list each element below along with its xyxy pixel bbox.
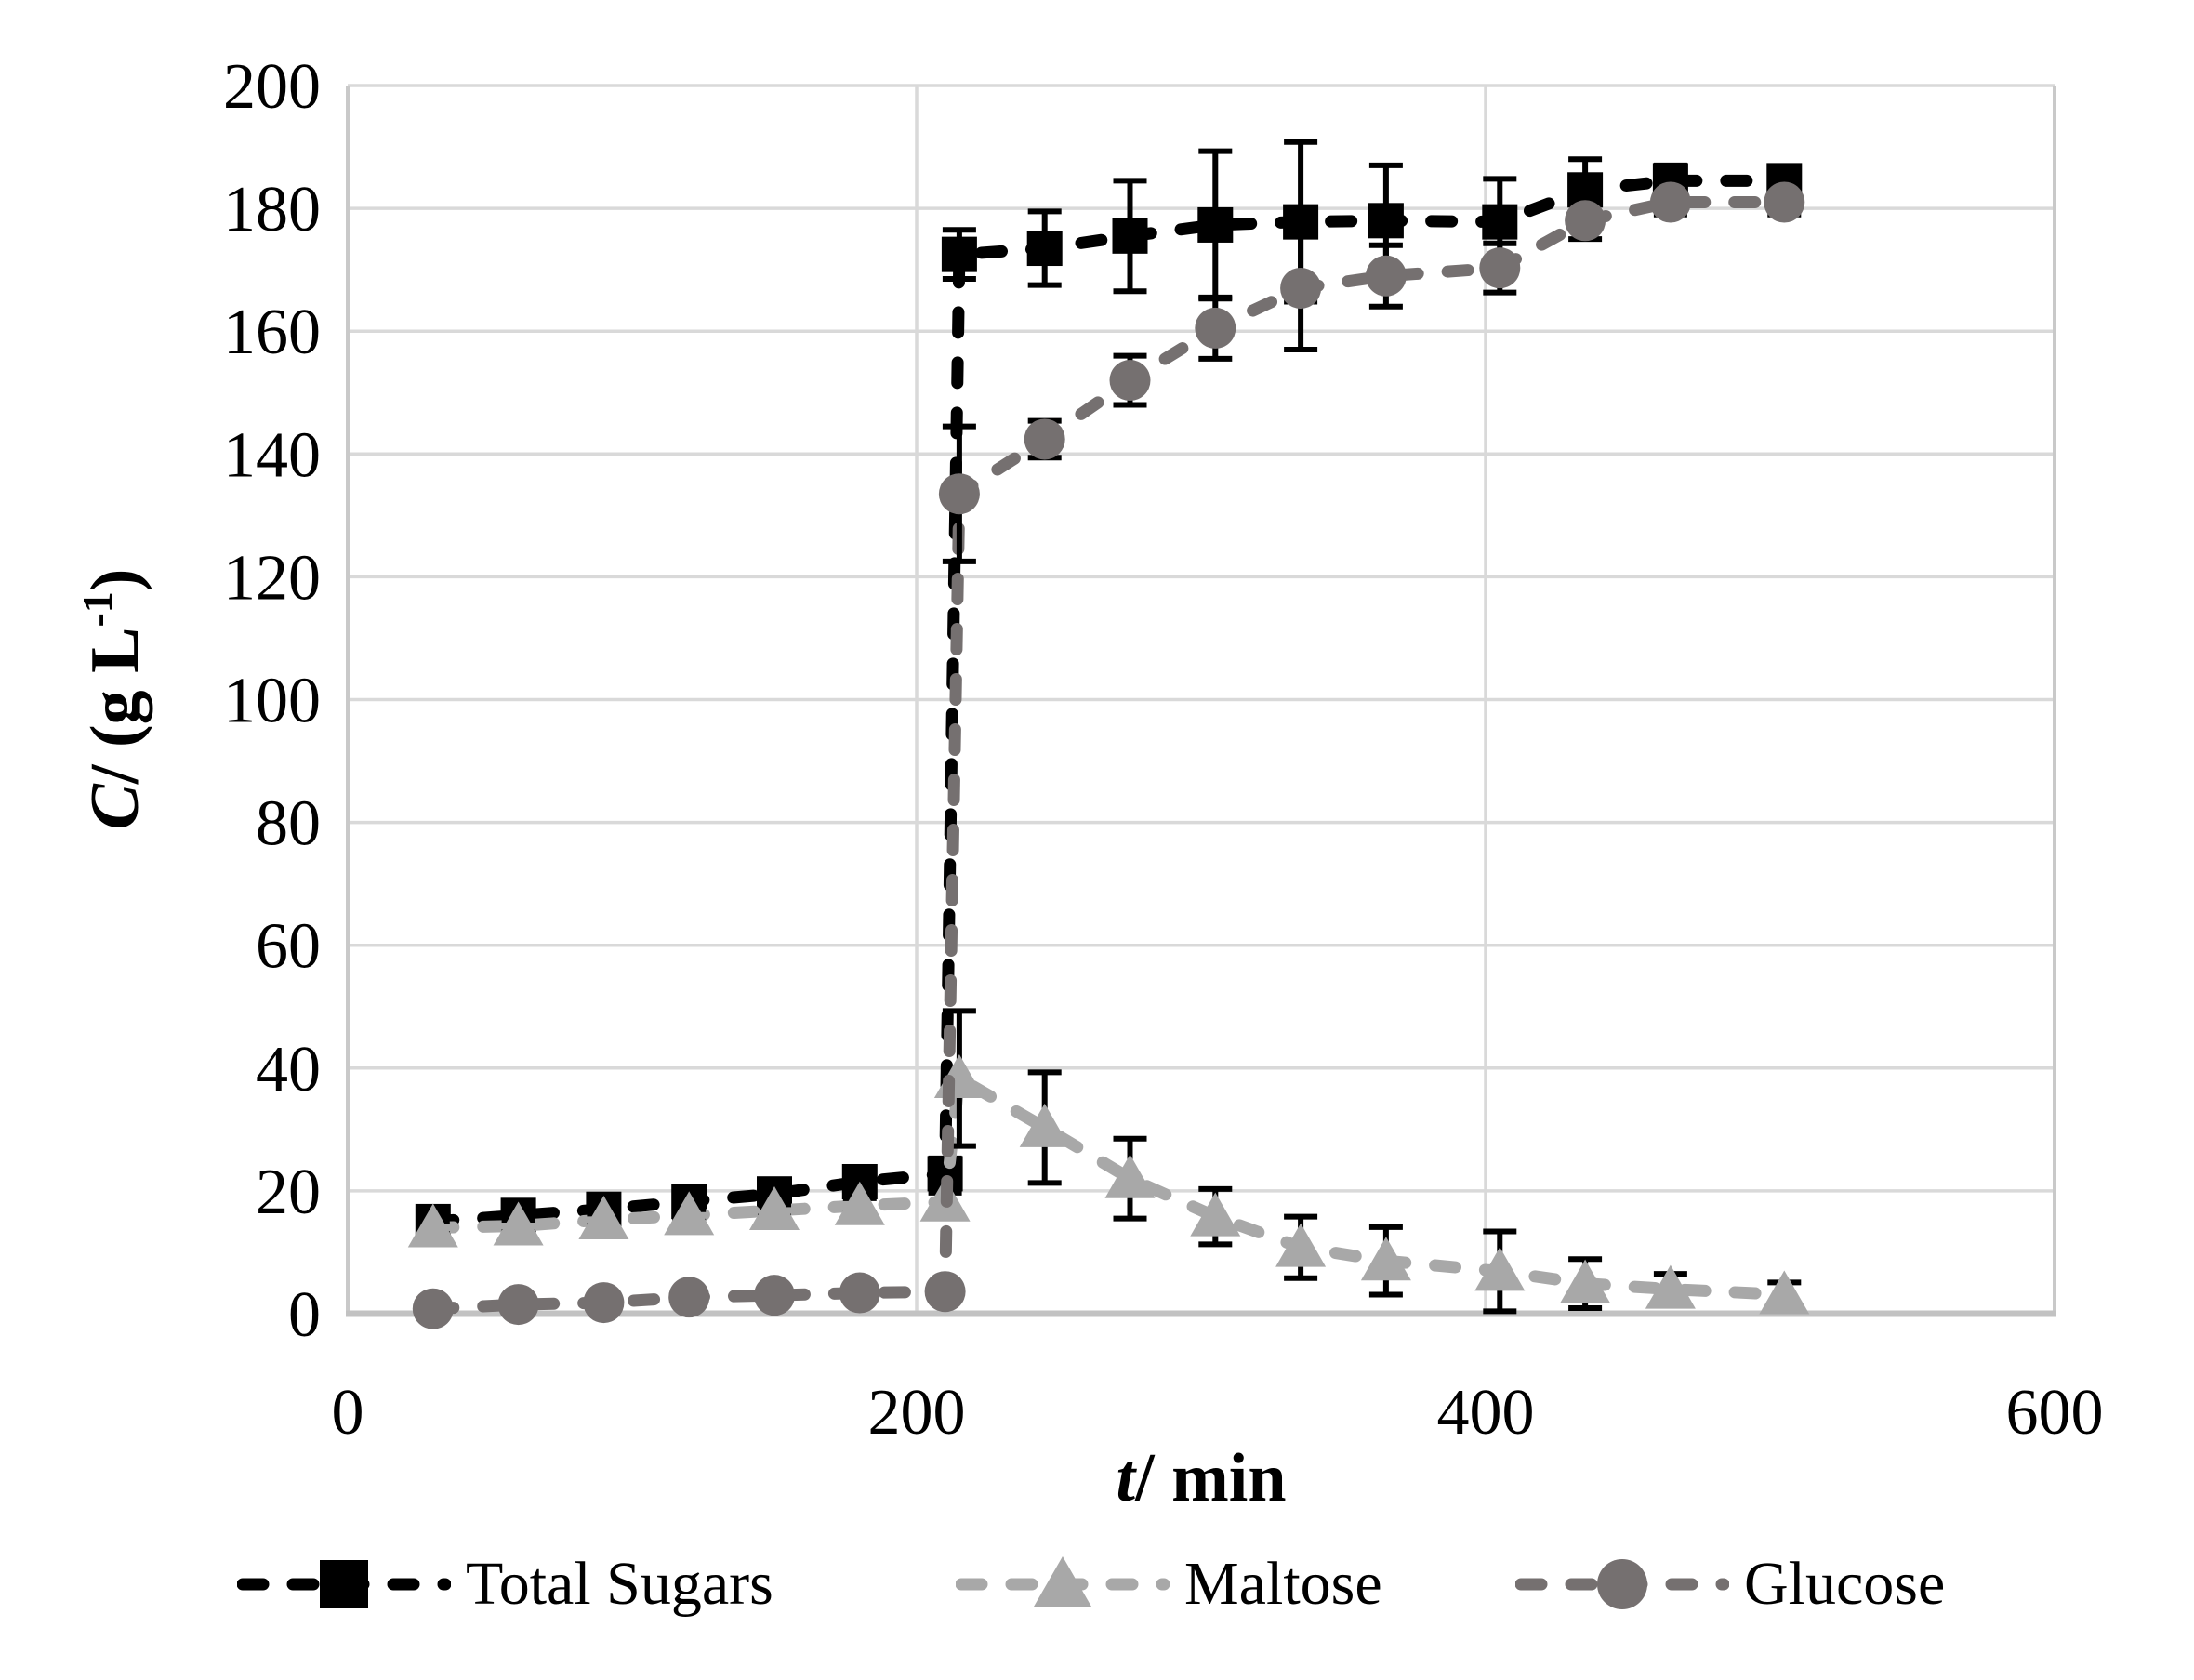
y-tick-label-200: 200	[223, 51, 321, 123]
triangle-marker-maltose	[493, 1201, 544, 1246]
circle-marker-glucose	[1280, 267, 1322, 309]
y-tick-label-80: 80	[256, 788, 321, 860]
circle-legend-glyph	[1597, 1559, 1647, 1609]
circle-marker-glucose	[1195, 307, 1236, 349]
circle-marker-glucose	[839, 1272, 880, 1314]
triangle-marker-maltose	[664, 1191, 715, 1236]
triangle-marker-maltose	[1759, 1270, 1810, 1315]
square-marker-total-sugars	[1482, 204, 1518, 240]
circle-marker-glucose	[938, 473, 980, 515]
triangle-marker-maltose	[1645, 1264, 1696, 1309]
legend-label-total-sugars: Total Sugars	[466, 1550, 773, 1618]
y-tick-label-0: 0	[288, 1279, 321, 1351]
x-axis-unit: / min	[1135, 1440, 1287, 1516]
square-marker-total-sugars	[1368, 203, 1404, 239]
triangle-marker-maltose	[407, 1203, 458, 1248]
y-tick-label-60: 60	[256, 911, 321, 983]
triangle-marker-maltose	[1275, 1223, 1327, 1267]
circle-marker-glucose	[1649, 181, 1691, 223]
circle-marker-glucose	[1764, 181, 1805, 223]
x-tick-label-600: 600	[2006, 1377, 2104, 1449]
x-tick-label-0: 0	[332, 1377, 364, 1449]
y-tick-label-160: 160	[223, 297, 321, 368]
x-axis-title: t/ min	[348, 1439, 2055, 1518]
legend-label-glucose: Glucose	[1744, 1550, 1946, 1618]
triangle-marker-maltose	[1474, 1247, 1526, 1291]
circle-marker-glucose	[1479, 247, 1521, 289]
x-axis-variable: t	[1116, 1440, 1136, 1516]
legend-item-glucose: Glucose	[1515, 1545, 1945, 1623]
y-axis-unit-pre: / (g L	[77, 627, 153, 785]
square-legend-glyph	[320, 1560, 368, 1608]
x-tick-label-400: 400	[1437, 1377, 1535, 1449]
triangle-legend-glyph	[1034, 1556, 1091, 1607]
circle-marker-glucose	[583, 1282, 625, 1324]
circle-marker-glucose	[1024, 418, 1065, 460]
square-marker-total-sugars	[1026, 231, 1063, 267]
y-tick-label-120: 120	[223, 542, 321, 614]
triangle-marker-maltose	[1560, 1259, 1611, 1303]
y-tick-label-100: 100	[223, 666, 321, 737]
y-axis-variable: C	[77, 784, 153, 830]
legend-marker-maltose	[956, 1556, 1170, 1607]
circle-marker-glucose	[668, 1277, 710, 1318]
y-axis-title: C/ (g L-1)	[51, 327, 153, 1071]
legend-marker-glucose	[1515, 1559, 1729, 1609]
square-marker-total-sugars	[941, 236, 977, 272]
series-line-glucose	[427, 195, 1791, 1316]
triangle-marker-maltose	[834, 1181, 885, 1225]
y-axis-superscript: -1	[73, 591, 121, 628]
circle-marker-glucose	[412, 1288, 454, 1329]
x-tick-label-200: 200	[868, 1377, 966, 1449]
triangle-marker-maltose	[1019, 1103, 1070, 1147]
triangle-marker-maltose	[1190, 1192, 1241, 1237]
y-tick-label-20: 20	[256, 1157, 321, 1228]
triangle-marker-maltose	[1104, 1154, 1156, 1198]
legend-item-maltose: Maltose	[956, 1545, 1382, 1623]
legend-marker-total-sugars	[237, 1560, 451, 1608]
square-marker-total-sugars	[1197, 206, 1234, 243]
triangle-marker-maltose	[749, 1186, 800, 1231]
legend-item-total-sugars: Total Sugars	[237, 1545, 773, 1623]
circle-marker-glucose	[1565, 200, 1606, 242]
y-tick-label-180: 180	[223, 174, 321, 245]
square-marker-total-sugars	[1112, 218, 1148, 254]
y-axis-unit-post: )	[77, 568, 153, 592]
circle-marker-glucose	[497, 1284, 539, 1326]
y-tick-label-140: 140	[223, 419, 321, 491]
circle-marker-glucose	[1109, 360, 1151, 402]
circle-marker-glucose	[754, 1275, 795, 1316]
circle-marker-glucose	[1365, 255, 1407, 297]
series-line-maltose	[427, 1068, 1791, 1302]
triangle-marker-maltose	[578, 1195, 629, 1239]
y-tick-label-40: 40	[256, 1034, 321, 1105]
triangle-marker-maltose	[1360, 1237, 1411, 1281]
legend-label-maltose: Maltose	[1184, 1550, 1382, 1618]
circle-marker-glucose	[924, 1271, 966, 1313]
